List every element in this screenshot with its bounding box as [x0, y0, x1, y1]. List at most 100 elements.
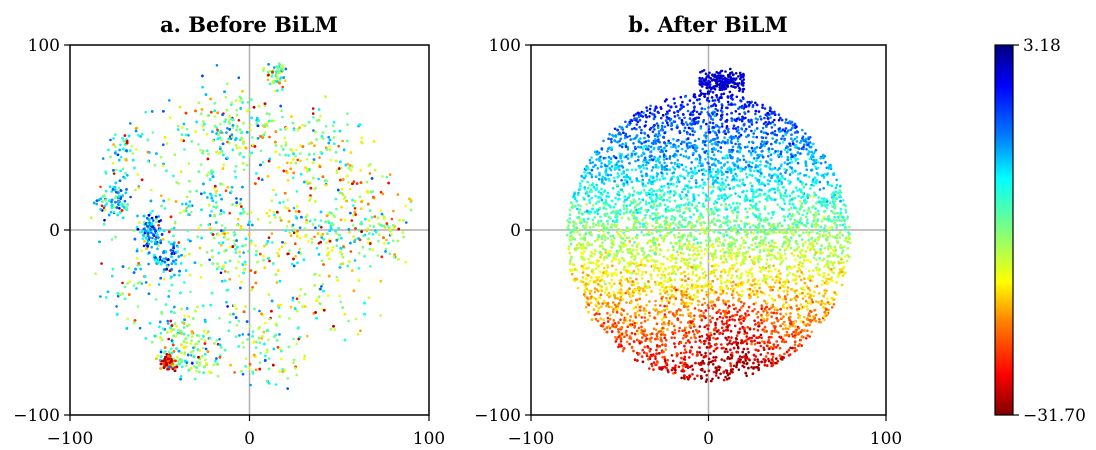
scatter-point [153, 253, 156, 257]
scatter-point [266, 240, 270, 243]
scatter-point [108, 199, 111, 202]
scatter-point [172, 350, 176, 353]
scatter-point [211, 233, 215, 236]
scatter-point [116, 153, 120, 157]
scatter-point [234, 99, 238, 102]
scatter-point [349, 168, 353, 172]
scatter-point [220, 346, 223, 349]
scatter-point [146, 217, 149, 220]
scatter-point [188, 179, 191, 183]
scatter-point [176, 359, 180, 363]
scatter-point [341, 262, 345, 265]
scatter-point [253, 307, 256, 311]
scatter-point [160, 233, 164, 236]
scatter-point [238, 99, 242, 102]
scatter-point [223, 232, 226, 236]
scatter-point [314, 130, 317, 134]
scatter-point [154, 298, 158, 301]
scatter-point [268, 382, 271, 385]
scatter-point [215, 267, 219, 271]
scatter-point [207, 203, 211, 207]
scatter-point [257, 119, 261, 122]
scatter-point [284, 229, 288, 232]
scatter-point [198, 246, 202, 250]
scatter-point [328, 145, 331, 148]
scatter-point [119, 143, 122, 147]
scatter-point [246, 212, 249, 216]
scatter-point [353, 210, 357, 214]
scatter-point [194, 109, 197, 113]
scatter-point [351, 198, 354, 202]
scatter-point [167, 350, 171, 354]
scatter-point [203, 339, 207, 343]
scatter-point [387, 181, 390, 185]
scatter-point [201, 304, 205, 308]
scatter-point [155, 232, 159, 235]
scatter-point [272, 119, 276, 123]
scatter-point [339, 160, 342, 164]
scatter-point [166, 363, 169, 366]
scatter-point [338, 191, 342, 195]
scatter-point [146, 160, 150, 163]
scatter-point [295, 148, 298, 152]
scatter-point [102, 206, 106, 210]
scatter-point [110, 190, 113, 193]
scatter-point [327, 221, 331, 224]
scatter-point [298, 126, 302, 129]
scatter-point [344, 163, 348, 167]
scatter-point [353, 200, 357, 203]
scatter-point [267, 63, 270, 66]
scatter-point [180, 133, 184, 136]
scatter-point [198, 361, 202, 365]
scatter-point [335, 238, 339, 242]
scatter-point [360, 230, 363, 233]
scatter-point [110, 198, 114, 202]
scatter-point [292, 128, 296, 132]
scatter-point [248, 367, 251, 370]
scatter-point [246, 101, 250, 104]
scatter-point [216, 374, 220, 378]
scatter-point [228, 122, 231, 125]
scatter-point [114, 133, 117, 136]
scatter-point [369, 265, 372, 268]
scatter-point [115, 168, 118, 172]
scatter-point [170, 262, 174, 266]
scatter-point [248, 233, 251, 236]
scatter-point [254, 346, 258, 349]
scatter-point [379, 279, 383, 283]
scatter-point [239, 212, 242, 215]
scatter-point [278, 315, 281, 318]
scatter-point [250, 242, 253, 245]
scatter-point [125, 208, 128, 211]
scatter-point [98, 240, 101, 244]
scatter-point [128, 280, 132, 283]
scatter-point [257, 177, 261, 180]
scatter-point [241, 372, 245, 376]
scatter-point [210, 196, 213, 200]
scatter-point [202, 182, 205, 186]
scatter-point [166, 322, 170, 325]
scatter-point [174, 258, 178, 262]
scatter-point [118, 207, 121, 210]
scatter-point [186, 229, 189, 232]
scatter-point [195, 369, 198, 373]
scatter-point [133, 237, 137, 241]
scatter-point [136, 214, 139, 218]
scatter-point [256, 218, 260, 221]
scatter-point [260, 312, 263, 316]
scatter-point [206, 350, 210, 353]
scatter-point [146, 150, 150, 154]
scatter-point [306, 334, 309, 338]
scatter-point [174, 359, 177, 363]
scatter-point [190, 339, 193, 343]
scatter-point [353, 207, 357, 210]
scatter-point [121, 265, 125, 268]
scatter-point [205, 174, 209, 177]
scatter-point [363, 312, 366, 316]
scatter-point [268, 82, 272, 86]
scatter-point [354, 213, 357, 216]
scatter-point [410, 199, 413, 202]
scatter-point [125, 206, 129, 209]
scatter-point [352, 204, 355, 207]
scatter-point [230, 190, 233, 193]
